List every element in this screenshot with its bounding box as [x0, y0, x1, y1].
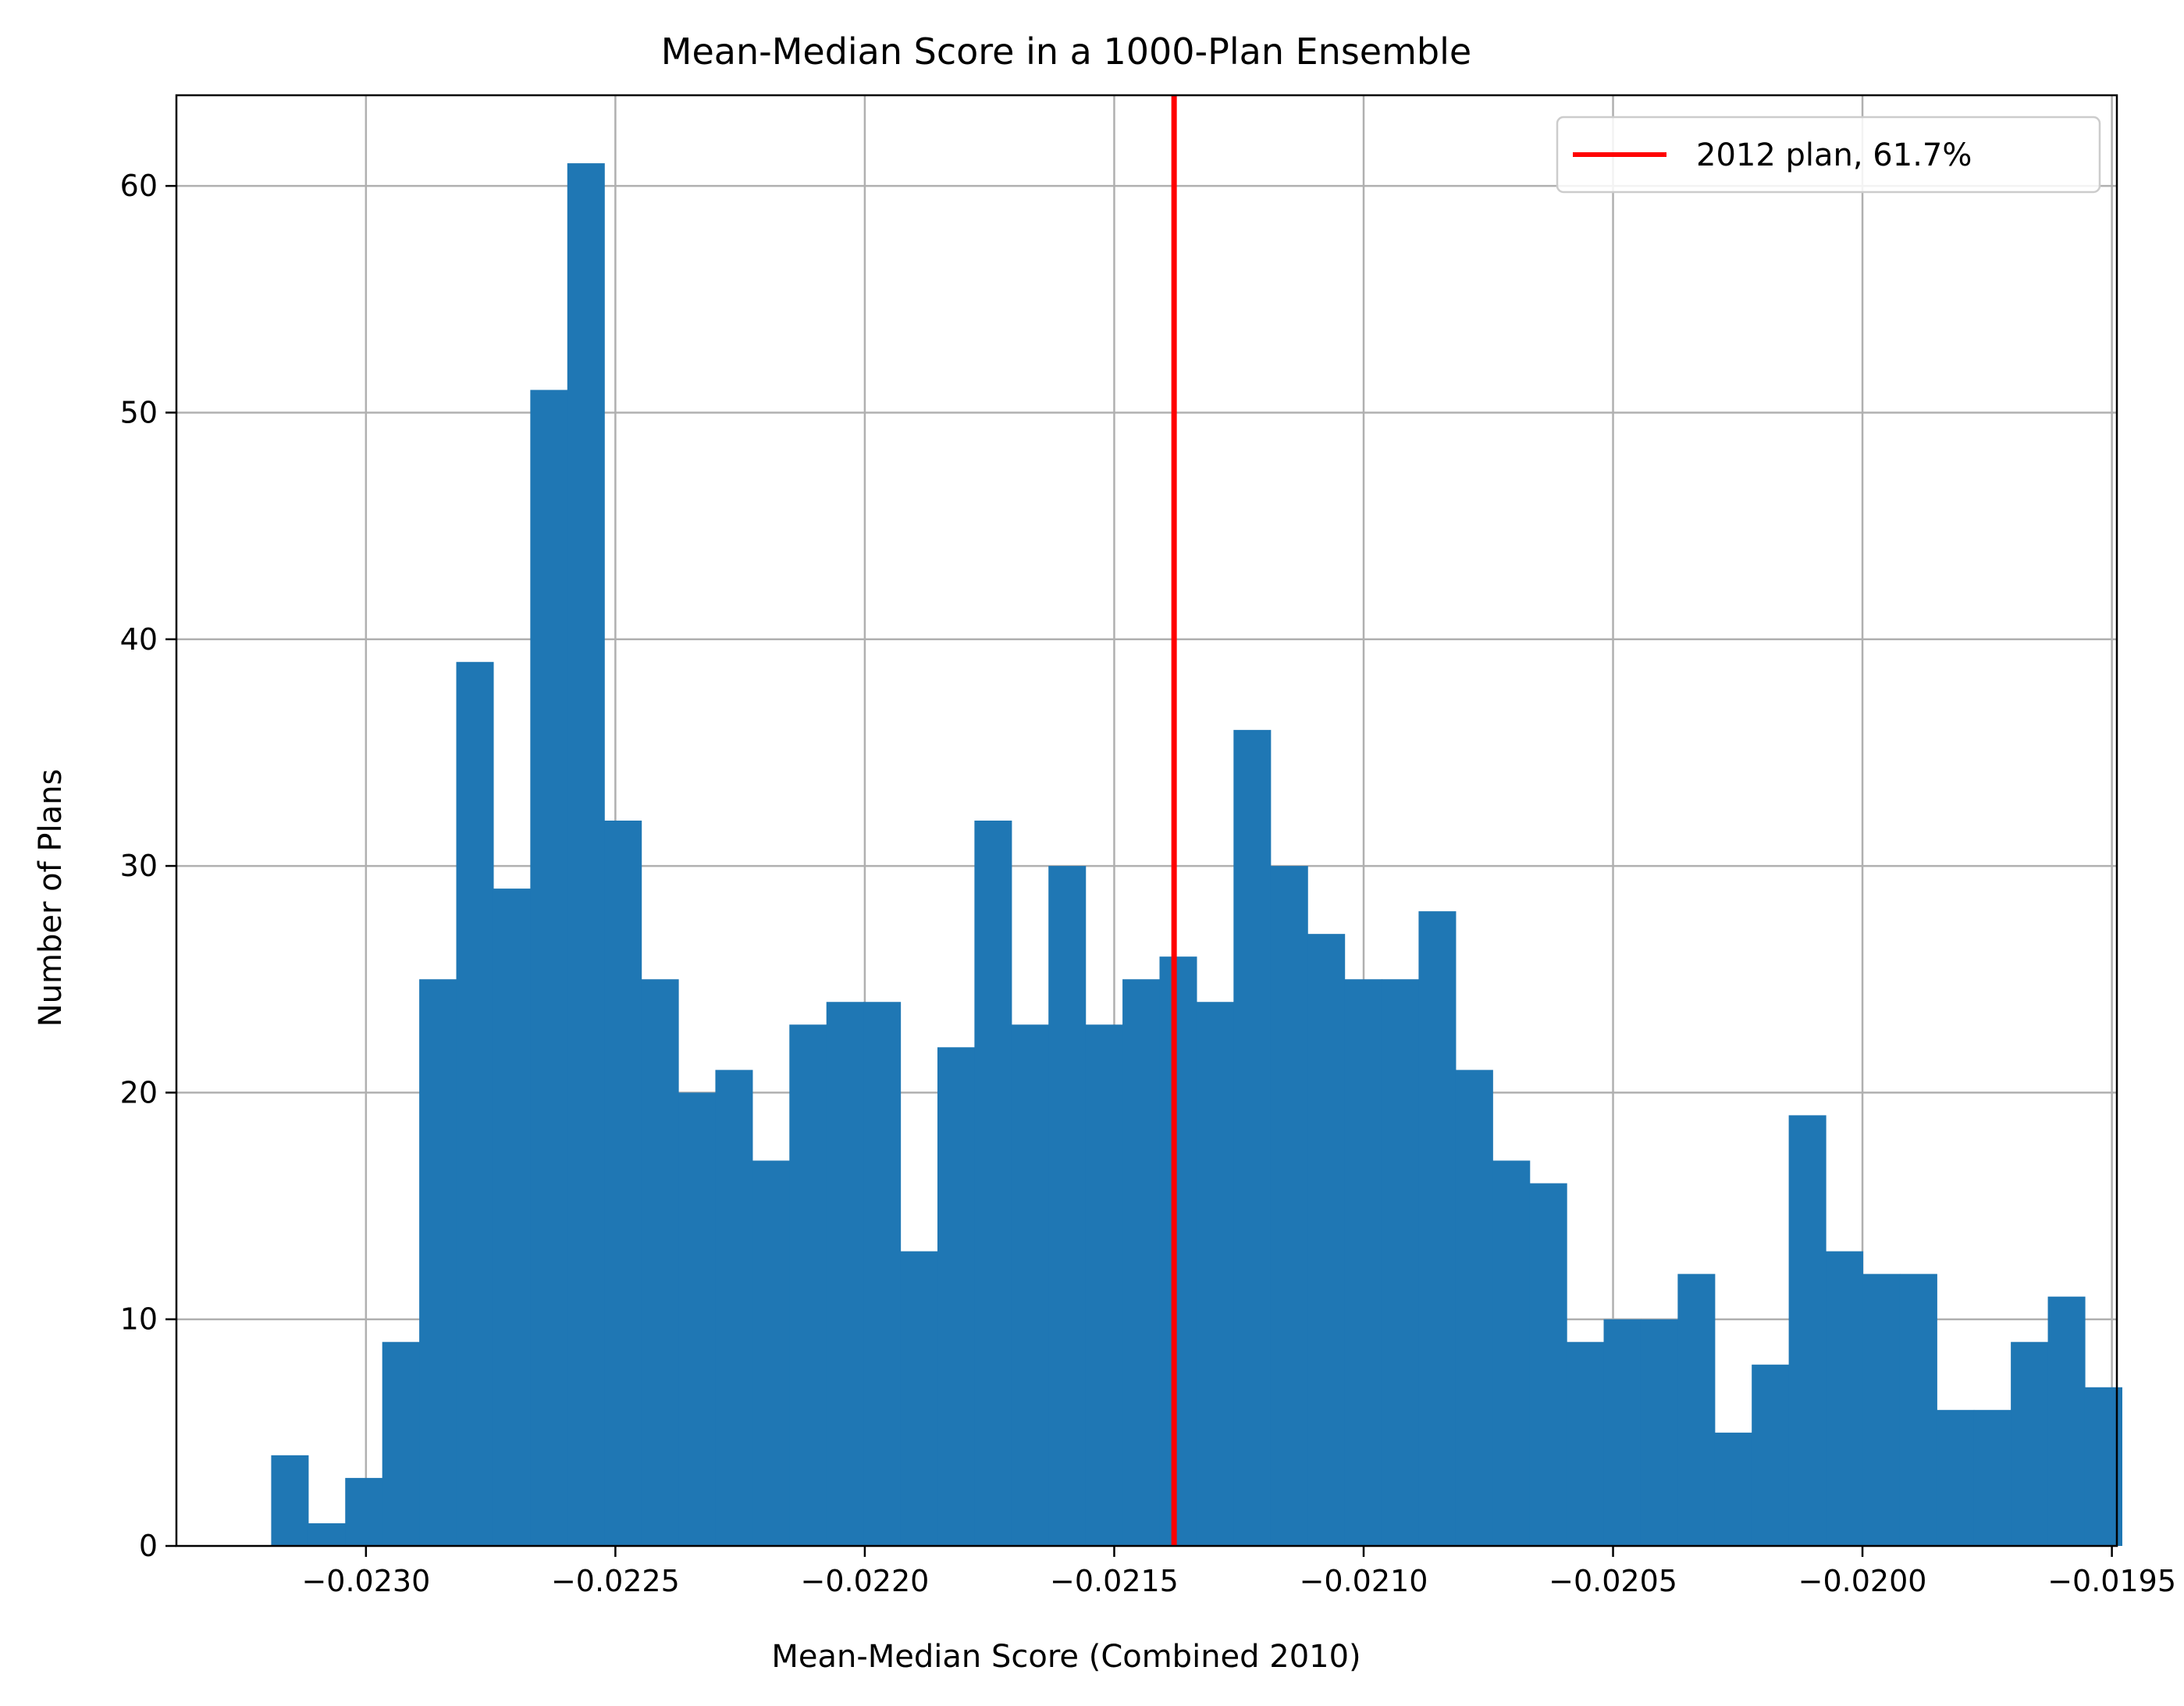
legend: 2012 plan, 61.7%: [1556, 116, 2101, 194]
y-tick-label: 40: [120, 622, 158, 657]
y-tick-label: 60: [120, 169, 158, 203]
histogram-bar: [456, 661, 494, 1546]
y-tick-label: 30: [120, 849, 158, 883]
histogram-bar: [530, 390, 568, 1546]
histogram-bar: [752, 1160, 790, 1546]
x-tick-label: −0.0210: [1300, 1564, 1428, 1598]
legend-box: [1556, 116, 2101, 194]
histogram-bar: [826, 1002, 864, 1546]
histogram-bar: [1011, 1024, 1049, 1546]
x-axis-label: Mean-Median Score (Combined 2010): [771, 1639, 1361, 1675]
x-tick-label: −0.0215: [1050, 1564, 1179, 1598]
histogram-bar: [493, 889, 531, 1546]
histogram-bar: [1196, 1002, 1234, 1546]
histogram-bar: [900, 1251, 938, 1546]
y-axis-ticks: 0 10 20 30 40 50 60: [120, 169, 176, 1563]
histogram-bar: [1418, 911, 1457, 1546]
histogram-bars: [271, 163, 2122, 1546]
histogram-bar: [1567, 1341, 1605, 1546]
histogram-bar: [1714, 1432, 1752, 1546]
histogram-bar: [1788, 1115, 1827, 1546]
histogram-bar: [1307, 934, 1346, 1546]
y-tick-label: 10: [120, 1302, 158, 1337]
histogram-bar: [308, 1523, 346, 1546]
x-tick-label: −0.0220: [801, 1564, 930, 1598]
histogram-bar: [1455, 1070, 1493, 1546]
histogram-bar: [1085, 1024, 1123, 1546]
histogram-bar: [2011, 1341, 2049, 1546]
histogram-bar: [382, 1341, 420, 1546]
histogram-bar: [1159, 956, 1197, 1546]
x-tick-label: −0.0195: [2047, 1564, 2176, 1598]
y-tick-label: 50: [120, 395, 158, 429]
histogram-bar: [567, 163, 605, 1546]
y-tick-label: 0: [139, 1529, 158, 1563]
histogram-bar: [1270, 866, 1308, 1546]
histogram-bar: [271, 1455, 309, 1546]
histogram-bar: [2047, 1296, 2086, 1546]
histogram-bar: [1382, 979, 1420, 1546]
histogram-bar: [1529, 1183, 1567, 1546]
histogram-bar: [419, 979, 457, 1546]
x-tick-label: −0.0205: [1549, 1564, 1677, 1598]
histogram-bar: [1973, 1409, 2011, 1546]
histogram-bar: [1492, 1160, 1531, 1546]
histogram-bar: [1826, 1251, 1864, 1546]
legend-label: 2012 plan, 61.7%: [1696, 137, 1972, 173]
x-tick-label: −0.0230: [301, 1564, 430, 1598]
histogram-bar: [1344, 979, 1382, 1546]
histogram-bar: [1752, 1364, 1790, 1546]
histogram-bar: [1048, 866, 1087, 1546]
histogram-bar: [863, 1002, 902, 1546]
histogram-bar: [974, 821, 1012, 1546]
histogram-bar: [604, 821, 642, 1546]
x-axis-ticks: −0.0230 −0.0225 −0.0220 −0.0215 −0.0210 −0.02…: [301, 1546, 2176, 1598]
histogram-bar: [715, 1070, 753, 1546]
histogram-bar: [789, 1024, 827, 1546]
histogram-bar: [345, 1477, 383, 1546]
chart-title: Mean-Median Score in a 1000-Plan Ensembl…: [661, 30, 1471, 73]
histogram-bar: [641, 979, 679, 1546]
x-tick-label: −0.0225: [551, 1564, 680, 1598]
histogram-bar: [1603, 1319, 1642, 1546]
histogram-bar: [1122, 979, 1161, 1546]
axes-frame: [175, 94, 2118, 1548]
histogram-bar: [1862, 1273, 1901, 1546]
histogram-bar: [1937, 1409, 1975, 1546]
histogram-bar: [1899, 1273, 1937, 1546]
histogram-bar: [1640, 1319, 1678, 1546]
histogram-bar: [1233, 729, 1272, 1546]
y-axis-label: Number of Plans: [33, 769, 69, 1028]
histogram-bar: [678, 1092, 717, 1546]
x-tick-label: −0.0200: [1798, 1564, 1927, 1598]
y-tick-label: 20: [120, 1075, 158, 1109]
histogram-bar: [1677, 1273, 1716, 1546]
histogram-bar: [937, 1047, 975, 1546]
